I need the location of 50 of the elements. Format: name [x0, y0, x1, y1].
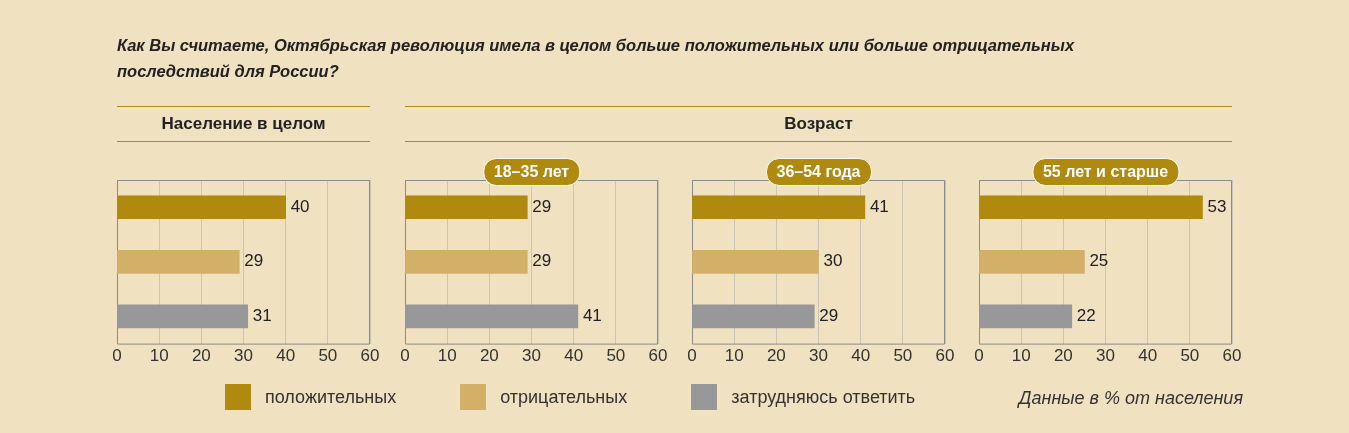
data-label: 29: [819, 306, 839, 326]
x-tick-label: 60: [648, 346, 668, 366]
x-tick-label: 20: [1053, 346, 1073, 366]
x-tick-label: 30: [1096, 346, 1115, 366]
x-tick-label: 20: [479, 346, 499, 366]
data-label: 31: [252, 306, 272, 326]
data-label: 30: [823, 251, 843, 271]
x-tick-label: 30: [234, 346, 253, 366]
data-label: 25: [1089, 251, 1109, 271]
data-label: 29: [244, 251, 264, 271]
data-label: 53: [1207, 196, 1227, 216]
x-tick-label: 40: [564, 346, 584, 366]
chart-title: 18–35 лет: [482, 158, 581, 186]
x-tick-label: 60: [935, 346, 955, 366]
x-tick-label: 30: [809, 346, 828, 366]
x-tick-label: 0: [974, 346, 984, 366]
legend-label: отрицательных: [500, 386, 628, 408]
data-label: 22: [1076, 306, 1096, 326]
x-tick-label: 60: [360, 346, 380, 366]
text: Как Вы считаете, Октябрьская революция имела в целом больше положительных или больше отрицательных последствий для России?: [117, 35, 1076, 82]
legend-label: затрудняюсь ответить: [731, 386, 916, 408]
x-tick-label: 50: [606, 346, 626, 366]
x-tick-label: 50: [893, 346, 913, 366]
chart-title: 36–54 года: [765, 158, 872, 186]
x-tick-label: 10: [724, 346, 744, 366]
x-tick-label: 10: [149, 346, 169, 366]
data-label: 41: [582, 306, 602, 326]
x-tick-label: 40: [276, 346, 296, 366]
legend-label: положительных: [265, 386, 397, 408]
chart-title: 55 лет и старше: [1031, 158, 1180, 186]
x-tick-label: 40: [1138, 346, 1158, 366]
x-tick-label: 20: [766, 346, 786, 366]
x-tick-label: 60: [1222, 346, 1242, 366]
x-tick-label: 40: [851, 346, 871, 366]
x-tick-label: 50: [318, 346, 338, 366]
x-tick-label: 0: [400, 346, 410, 366]
x-tick-label: 30: [522, 346, 541, 366]
data-label: 29: [532, 196, 552, 216]
x-tick-label: 20: [191, 346, 211, 366]
text: Данные в % от населения: [1018, 388, 1243, 409]
x-tick-label: 50: [1180, 346, 1200, 366]
chart-title: Население в целом: [117, 106, 370, 142]
x-tick-label: 10: [1011, 346, 1031, 366]
data-label: 29: [532, 251, 552, 271]
x-tick-label: 10: [437, 346, 457, 366]
x-tick-label: 0: [112, 346, 122, 366]
x-tick-label: 0: [687, 346, 697, 366]
text: Возраст: [405, 106, 1232, 142]
data-label: 40: [290, 196, 310, 216]
data-label: 41: [869, 196, 889, 216]
